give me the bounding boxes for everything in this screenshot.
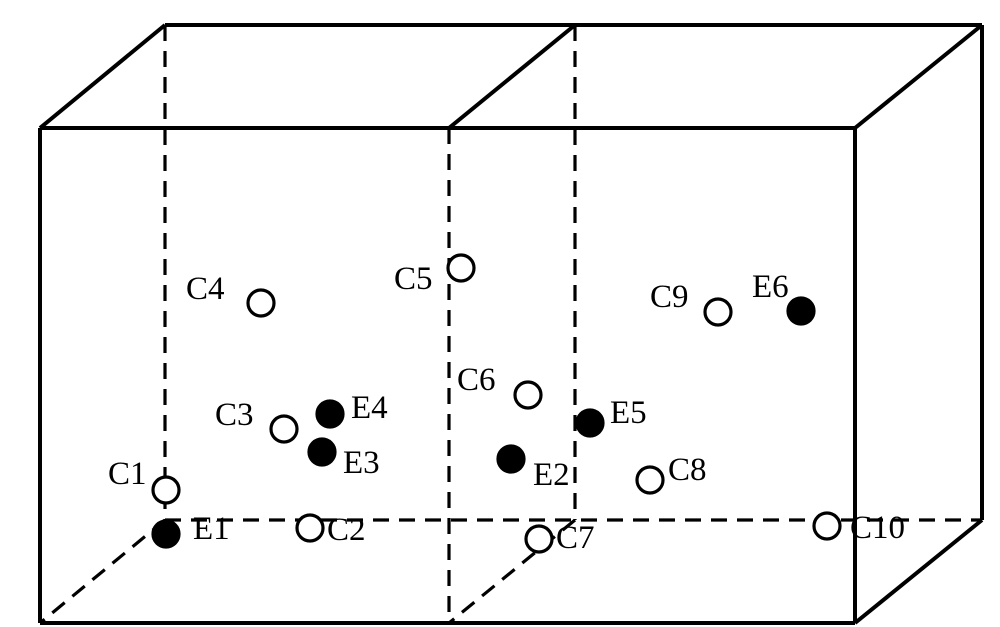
point-label-C8: C8 <box>668 452 707 489</box>
point-label-C6: C6 <box>457 362 496 399</box>
point-label-E5: E5 <box>610 395 647 432</box>
point-label-C2: C2 <box>327 512 366 549</box>
point-label-C9: C9 <box>650 279 689 316</box>
point-label-C10: C10 <box>850 510 905 547</box>
point-label-C3: C3 <box>215 397 254 434</box>
point-label-C1: C1 <box>108 456 147 493</box>
point-label-E3: E3 <box>343 445 380 482</box>
point-label-C7: C7 <box>556 520 595 557</box>
point-label-E4: E4 <box>351 390 388 427</box>
point-label-E2: E2 <box>533 457 570 494</box>
point-label-E6: E6 <box>752 269 789 306</box>
point-label-C4: C4 <box>186 271 225 308</box>
point-label-E1: E1 <box>193 511 230 548</box>
point-label-C5: C5 <box>394 261 433 298</box>
